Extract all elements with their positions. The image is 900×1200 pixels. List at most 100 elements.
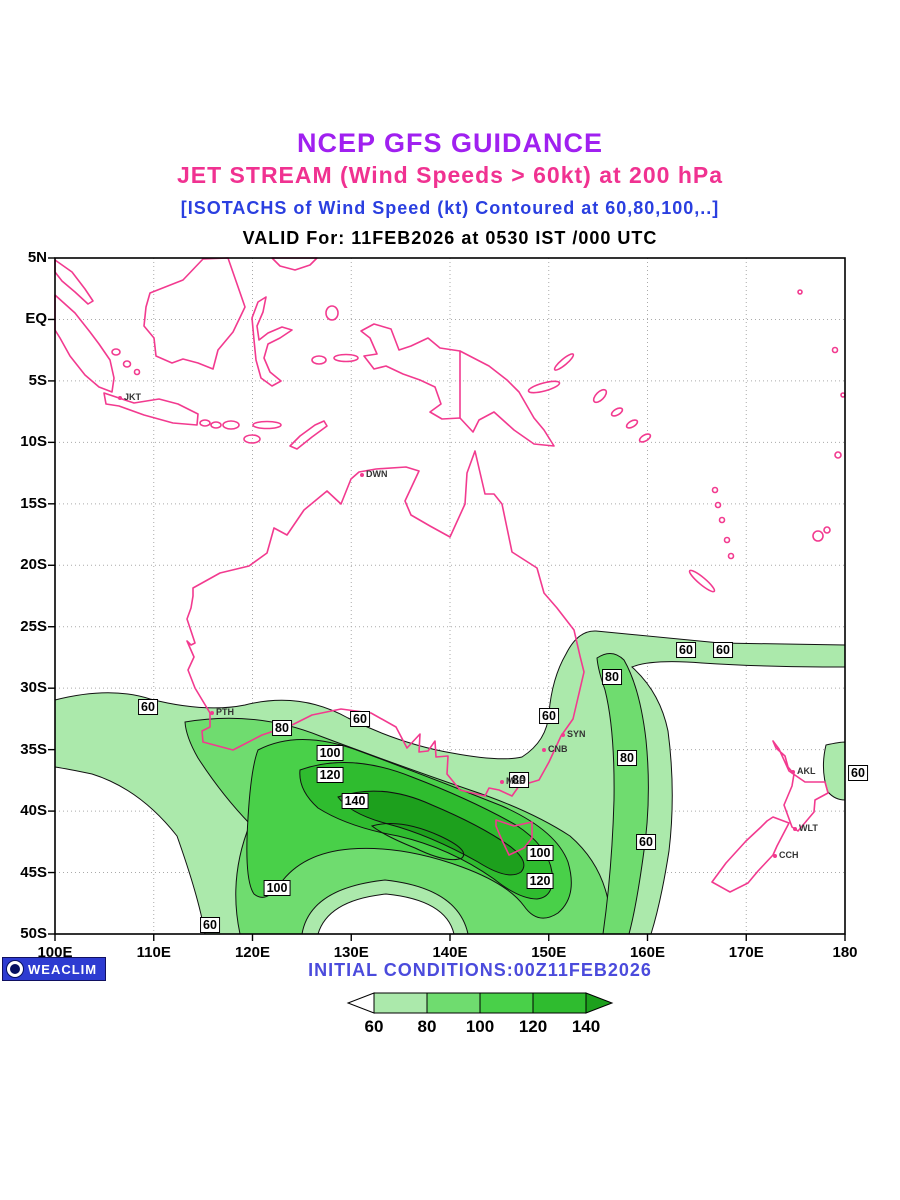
station-marker-icon [773, 853, 777, 858]
contour-label: 100 [263, 880, 291, 896]
legend-value-label: 80 [417, 1017, 437, 1036]
lon-tick-label: 110E [136, 944, 171, 961]
lat-tick-label: 50S [20, 925, 47, 942]
coast-new-britain [527, 380, 561, 394]
contour-label: 60 [848, 765, 868, 781]
chart-valid-time: VALID For: 11FEB2026 at 0530 IST /000 UT… [242, 228, 658, 248]
isotach-notch-low [317, 893, 455, 935]
station-code: DWN [366, 469, 388, 479]
station-marker-icon [561, 732, 565, 737]
isotach-core-line [370, 823, 465, 861]
station-code: SYN [567, 729, 586, 739]
contour-label: 80 [617, 750, 637, 766]
chart-title-sub: JET STREAM (Wind Speeds > 60kt) at 200 h… [176, 162, 723, 188]
station-marker-icon [118, 395, 122, 400]
lat-tick-label: 40S [20, 802, 47, 820]
coast-halmahera [325, 305, 339, 321]
coast-tasmania [495, 819, 533, 856]
lat-tick-label: 5N [27, 249, 47, 266]
station-label: AKL [791, 766, 816, 776]
coast-vanuatu-5 [727, 552, 735, 560]
axis-ticks [48, 257, 846, 941]
station-label: SYN [561, 729, 586, 739]
contour-label: 60 [636, 834, 656, 850]
contour-label: 100 [316, 745, 344, 761]
station-marker-icon [542, 747, 546, 752]
coast-vanuatu-2 [714, 501, 722, 509]
station-code: JKT [124, 392, 142, 402]
isotach-fill-60-east [822, 741, 846, 801]
station-label: WLT [793, 823, 818, 833]
station-marker-icon [793, 826, 797, 831]
lat-tick-label: 10S [20, 433, 47, 451]
station-code: CNB [548, 744, 568, 754]
coast-bali [199, 419, 211, 427]
station-marker-icon [500, 779, 504, 784]
contour-label: 100 [526, 845, 554, 861]
lon-tick-label: 120E [234, 944, 271, 961]
lat-tick-label: 45S [20, 863, 47, 881]
coast-nz-north-island [772, 740, 829, 832]
coast-sumatra [54, 294, 115, 393]
lat-tick-label: 25S [20, 617, 47, 635]
contour-label: 60 [539, 708, 559, 724]
coast-island-ne-1 [797, 289, 803, 295]
weaclim-logo-text: WEACLIM [28, 961, 98, 977]
coast-solomon-2 [625, 419, 639, 429]
coast-seram [333, 353, 359, 363]
coast-sumbawa [222, 420, 240, 430]
contour-label: 80 [602, 669, 622, 685]
lat-tick-label: 20S [20, 556, 47, 574]
coast-flores [252, 420, 282, 430]
coast-fiji-1 [812, 530, 824, 542]
contour-label: 60 [138, 699, 158, 715]
station-code: PTH [216, 707, 234, 717]
initial-conditions-text: INITIAL CONDITIONS:00Z11FEB2026 [308, 960, 652, 980]
grid [55, 258, 845, 934]
station-label: CNB [542, 744, 568, 754]
station-marker-icon [360, 472, 364, 477]
weaclim-logo: WEACLIM [2, 957, 107, 981]
contour-label: 120 [316, 767, 344, 783]
isotach-fill-80-east [596, 653, 649, 935]
coast-bougainville [592, 388, 608, 404]
station-marker-icon [791, 769, 795, 774]
coast-vanuatu-3 [718, 516, 726, 524]
legend-value-label: 120 [518, 1017, 548, 1036]
lon-tick-label: 140E [432, 944, 468, 961]
coast-timor [289, 420, 328, 450]
coast-island-ne-2 [831, 346, 839, 354]
lon-tick-label: 160E [629, 944, 666, 961]
lat-tick-label: EQ [25, 310, 47, 328]
color-legend [346, 992, 614, 1014]
coast-buru [311, 355, 327, 365]
coast-belitung [122, 360, 132, 368]
lat-tick-label: 35S [20, 740, 47, 758]
coast-new-caledonia [688, 569, 716, 593]
lon-tick-label: 150E [531, 944, 567, 961]
contour-label: 140 [341, 793, 369, 809]
lon-tick-label: 100E [37, 944, 73, 961]
coast-bangka [111, 348, 121, 356]
contour-label: 60 [350, 711, 370, 727]
isotach-fills [54, 630, 846, 935]
contour-label: 120 [526, 873, 554, 889]
contour-label: 80 [509, 772, 529, 788]
coast-vanuatu-4 [723, 536, 731, 544]
station-label: DWN [360, 469, 388, 479]
contour-label: 60 [676, 642, 696, 658]
station-label: PTH [210, 707, 234, 717]
coast-sumba [243, 434, 261, 444]
station-code: MLB [506, 776, 526, 786]
coast-borneo [143, 257, 246, 370]
lat-tick-label: 15S [20, 494, 47, 512]
coast-malay-peninsula [54, 259, 94, 305]
coast-island-ne-4 [834, 451, 842, 459]
coast-java [103, 392, 199, 426]
lat-tick-label: 5S [28, 371, 47, 389]
legend-arrow-right [585, 992, 614, 1014]
station-label: MLB [500, 776, 526, 786]
coast-fiji-2 [823, 526, 831, 534]
